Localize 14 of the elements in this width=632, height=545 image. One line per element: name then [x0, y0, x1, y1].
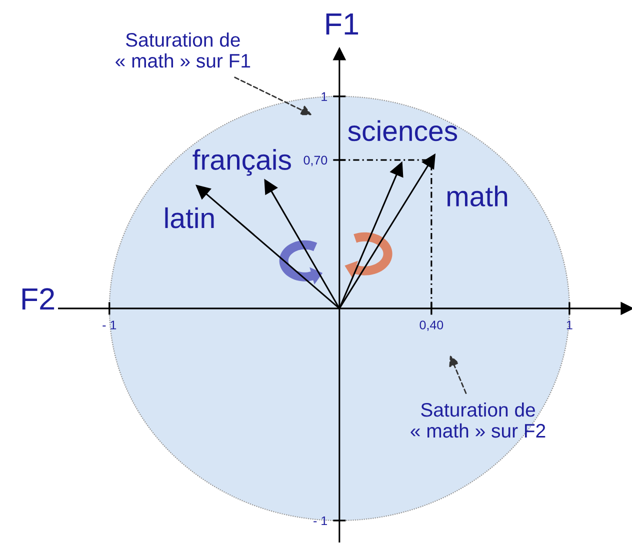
- x-tick-label: 1: [566, 320, 572, 330]
- annotation: Saturation de « math » sur F1: [116, 32, 250, 68]
- y-tick-label: 0,70: [304, 156, 328, 166]
- series-label: sciences: [348, 120, 458, 142]
- x-tick-label: 0,40: [420, 320, 444, 331]
- y-tick-label: - 1: [314, 516, 327, 526]
- series-label: latin: [165, 207, 214, 228]
- x-tick-label: - 1: [102, 320, 116, 330]
- series-label: math: [448, 186, 508, 207]
- series-label: français: [192, 149, 291, 176]
- annotation: Saturation de « math » sur F2: [410, 402, 546, 438]
- y-tick-label: 1: [322, 92, 327, 101]
- x-axis-title: F2: [22, 288, 54, 310]
- y-axis-title: F1: [326, 14, 358, 35]
